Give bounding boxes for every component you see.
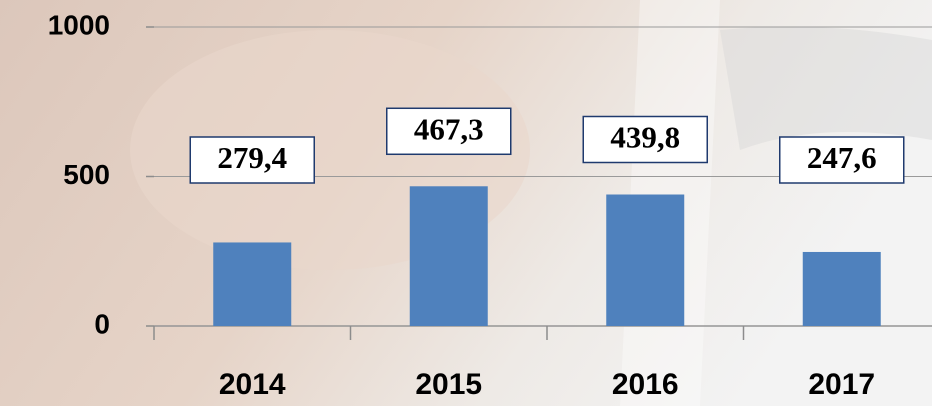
bar — [213, 242, 292, 326]
value-label: 247,6 — [807, 140, 877, 175]
value-label-box — [779, 136, 905, 184]
x-tick-label: 2017 — [808, 368, 875, 401]
y-tick-label: 0 — [94, 308, 110, 339]
y-tick-label: 1000 — [48, 9, 110, 40]
x-tick-label: 2016 — [612, 368, 679, 401]
bar — [802, 251, 881, 326]
bar — [409, 186, 488, 326]
value-label-box — [582, 115, 708, 164]
value-label: 279,4 — [217, 140, 287, 175]
value-label-box — [189, 136, 315, 184]
value-label: 439,8 — [610, 120, 680, 155]
background-shape — [720, 26, 932, 151]
y-tick-label: 500 — [63, 159, 110, 190]
value-label: 467,3 — [414, 111, 484, 146]
value-label-box — [386, 107, 512, 156]
x-tick-label: 2015 — [415, 368, 482, 401]
bar — [606, 194, 685, 326]
x-tick-label: 2014 — [219, 368, 286, 401]
